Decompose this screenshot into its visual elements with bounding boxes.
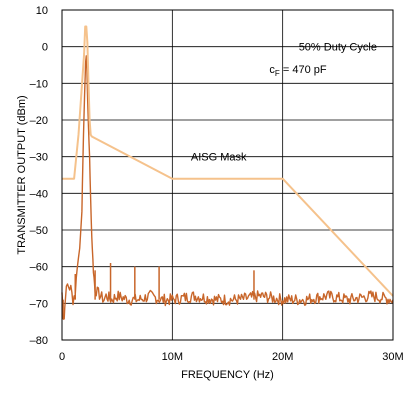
cap-prefix: c — [269, 64, 275, 76]
y-tick-label: –80 — [30, 335, 48, 347]
aisg-mask-label: AISG Mask — [191, 152, 247, 164]
aisg-mask-line — [62, 25, 394, 297]
x-tick-label: 30M — [382, 351, 403, 363]
y-axis-label: TRANSMITTER OUTPUT (dBm) — [16, 95, 28, 254]
capacitance-annotation: cF = 470 pF — [269, 64, 326, 78]
measured-spectrum-line — [61, 55, 394, 320]
x-axis-label: FREQUENCY (Hz) — [181, 369, 274, 381]
plot-frame — [61, 9, 394, 341]
y-tick-label: –70 — [30, 298, 48, 310]
y-tick-label: 10 — [36, 5, 48, 17]
grid-lines — [61, 9, 394, 341]
y-tick-label: –20 — [30, 115, 48, 127]
tick-labels: 10 0 –10 –20 –30 –40 –50 –60 –70 –80 0 10M 20M 30M — [30, 5, 404, 363]
y-tick-label: –50 — [30, 225, 48, 237]
cap-subscript: F — [275, 69, 280, 78]
y-tick-label: –40 — [30, 188, 48, 200]
x-tick-label: 0 — [59, 351, 65, 363]
y-tick-label: –60 — [30, 262, 48, 274]
y-tick-label: –30 — [30, 152, 48, 164]
y-tick-label: 0 — [42, 42, 48, 54]
series-lines — [61, 25, 394, 320]
y-tick-label: –10 — [30, 78, 48, 90]
x-tick-label: 20M — [272, 351, 293, 363]
duty-cycle-annotation: 50% Duty Cycle — [299, 42, 377, 54]
x-tick-label: 10M — [162, 351, 183, 363]
cap-value: = 470 pF — [280, 64, 327, 76]
